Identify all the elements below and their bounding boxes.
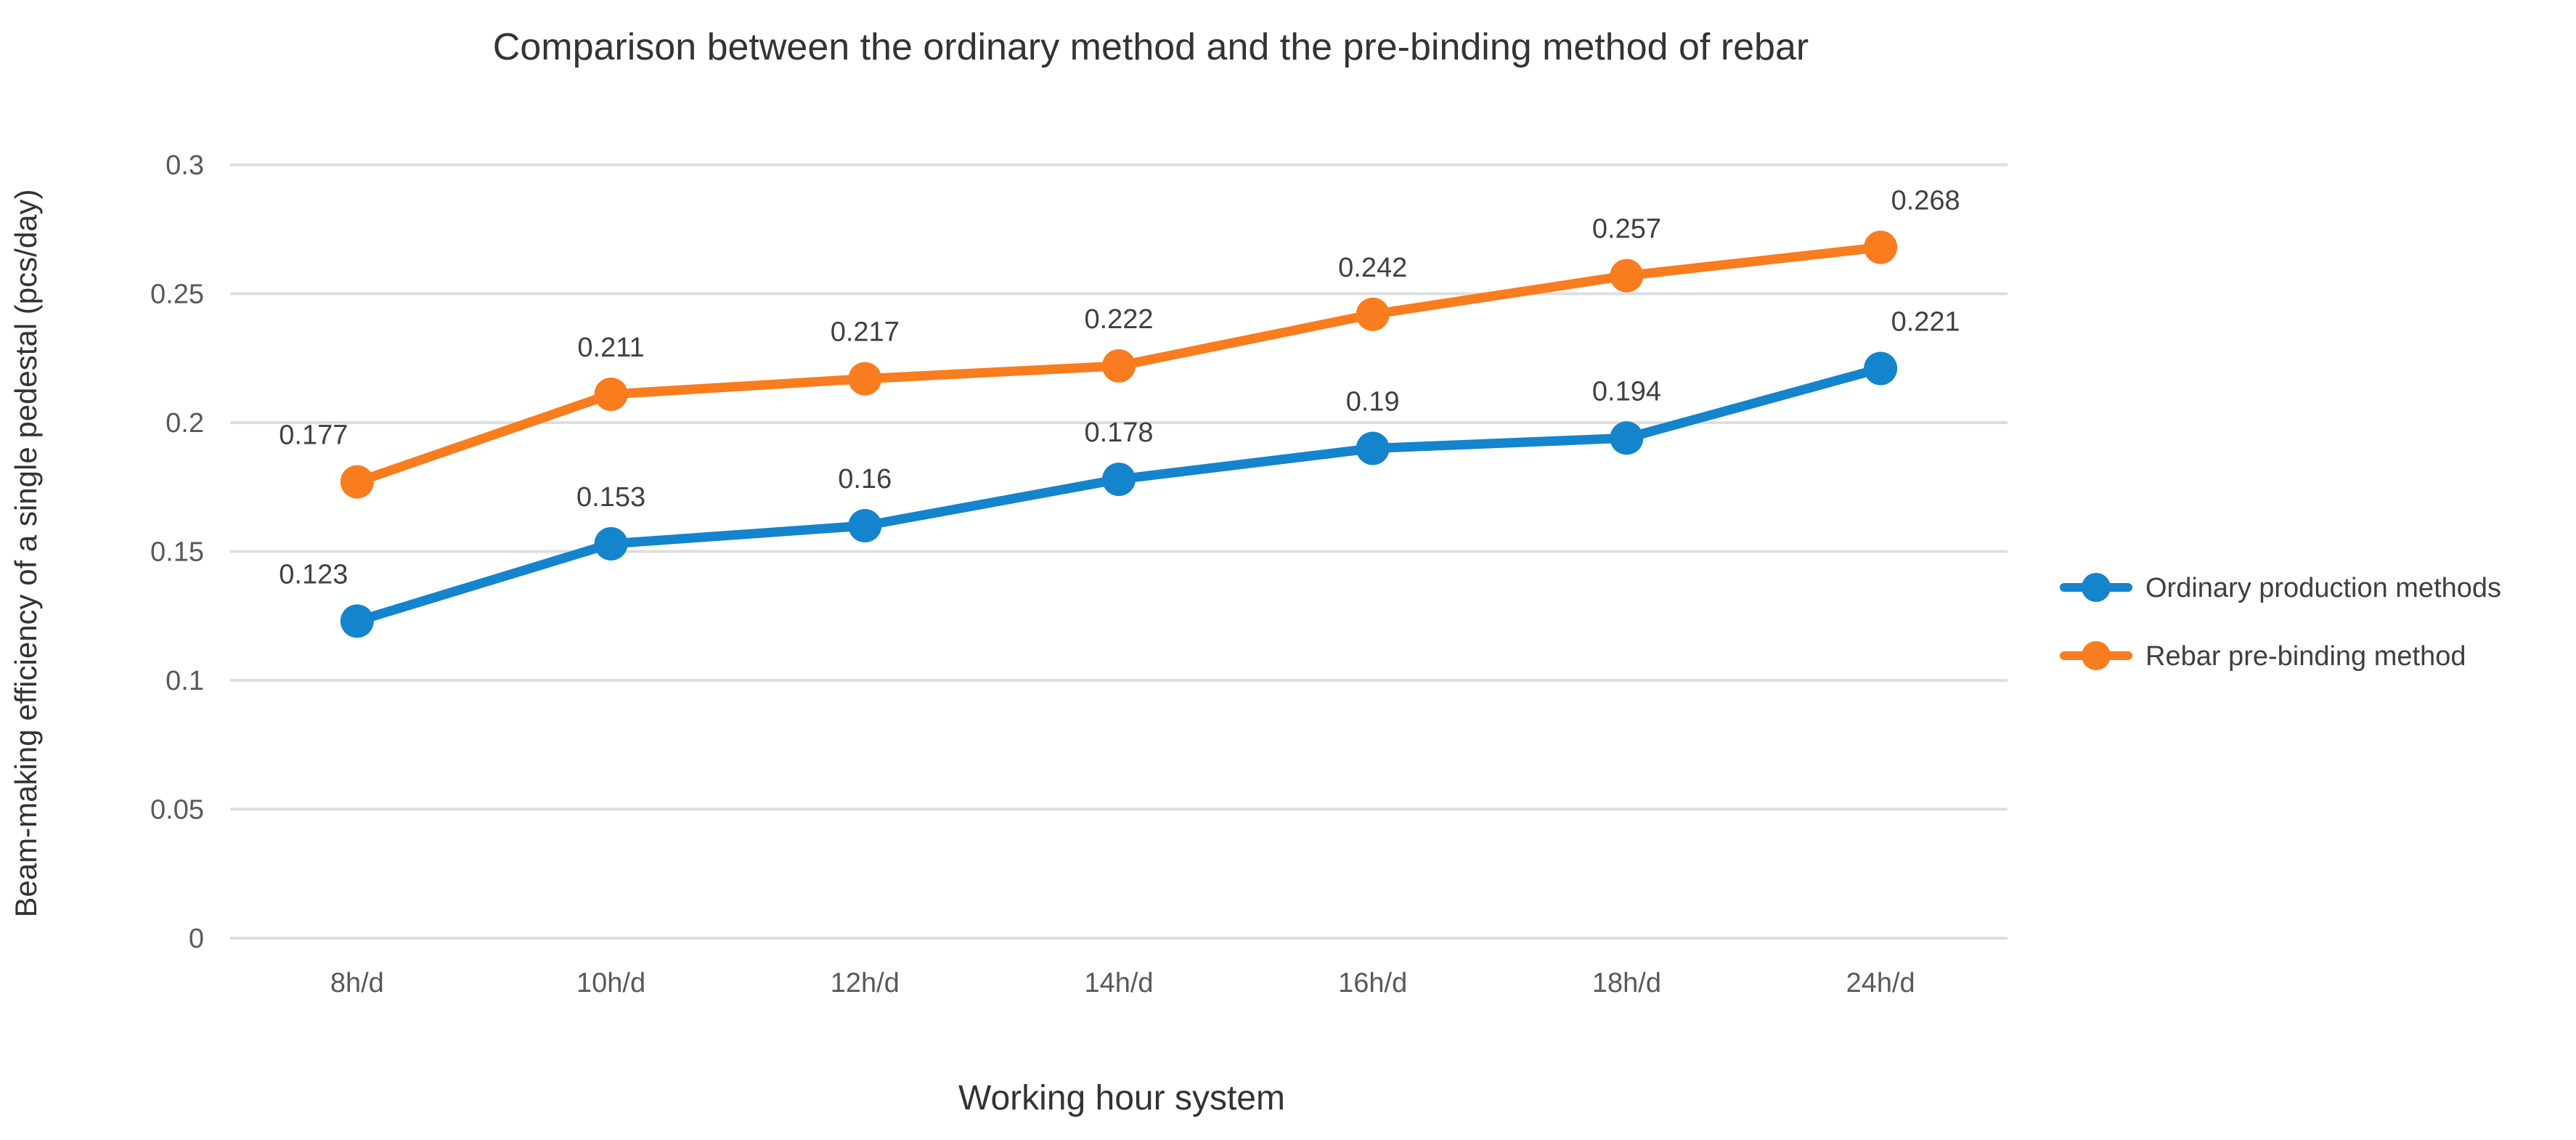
chart-title: Comparison between the ordinary method a… bbox=[493, 26, 1809, 68]
data-label: 0.217 bbox=[831, 317, 900, 348]
y-tick-label: 0.3 bbox=[166, 150, 204, 181]
y-tick-label: 0.25 bbox=[150, 280, 204, 310]
x-tick-label: 18h/d bbox=[1592, 968, 1661, 998]
x-tick-label: 10h/d bbox=[576, 968, 645, 998]
x-tick-label: 16h/d bbox=[1338, 968, 1407, 998]
legend-item: Ordinary production methods bbox=[2060, 573, 2501, 603]
data-label: 0.211 bbox=[577, 333, 644, 363]
data-label: 0.177 bbox=[279, 420, 348, 451]
series-point bbox=[1610, 421, 1644, 455]
series-point bbox=[1864, 351, 1898, 386]
y-tick-label: 0.1 bbox=[166, 666, 204, 696]
series-point bbox=[1102, 463, 1136, 497]
series-point bbox=[1610, 258, 1644, 293]
gridlines bbox=[230, 163, 2008, 940]
series-point bbox=[340, 604, 374, 638]
data-label: 0.268 bbox=[1891, 186, 1960, 216]
data-label: 0.16 bbox=[838, 464, 892, 494]
series-point bbox=[1102, 349, 1136, 383]
x-axis-title: Working hour system bbox=[958, 1079, 1285, 1117]
series-point bbox=[1356, 297, 1390, 331]
y-tick-label: 0.15 bbox=[150, 537, 204, 568]
legend: Ordinary production methods Rebar pre-bin… bbox=[2060, 573, 2501, 672]
series-point bbox=[848, 509, 882, 542]
series-point bbox=[1864, 230, 1898, 264]
y-tick-label: 0 bbox=[189, 924, 204, 954]
legend-item: Rebar pre-binding method bbox=[2060, 641, 2466, 672]
legend-marker-dot bbox=[2082, 573, 2111, 602]
data-labels: 0.123 0.153 0.16 0.178 0.19 0.194 0.221 0.177 0.… bbox=[279, 186, 1960, 590]
series-point bbox=[1356, 431, 1390, 465]
data-label: 0.221 bbox=[1891, 306, 1960, 337]
data-label: 0.123 bbox=[279, 559, 348, 590]
x-tick-label: 8h/d bbox=[330, 968, 384, 998]
x-tick-label: 14h/d bbox=[1084, 968, 1153, 998]
data-label: 0.178 bbox=[1084, 418, 1153, 448]
data-label: 0.222 bbox=[1084, 304, 1153, 335]
legend-label: Rebar pre-binding method bbox=[2145, 641, 2466, 672]
data-label: 0.19 bbox=[1346, 387, 1400, 418]
legend-label: Ordinary production methods bbox=[2145, 573, 2501, 603]
y-axis-tick-labels: 0 0.05 0.1 0.15 0.2 0.25 0.3 bbox=[150, 150, 204, 954]
series-point bbox=[340, 465, 374, 499]
data-label: 0.242 bbox=[1338, 253, 1407, 283]
legend-marker-dot bbox=[2082, 641, 2111, 670]
x-tick-label: 24h/d bbox=[1846, 968, 1915, 998]
data-label: 0.257 bbox=[1592, 214, 1661, 245]
x-tick-label: 12h/d bbox=[831, 968, 900, 998]
data-label: 0.153 bbox=[576, 482, 645, 513]
y-axis-title: Beam-making efficiency of a single pedes… bbox=[9, 189, 43, 917]
series-point bbox=[848, 362, 882, 396]
x-axis-tick-labels: 8h/d 10h/d 12h/d 14h/d 16h/d 18h/d 24h/d bbox=[330, 968, 1915, 998]
y-tick-label: 0.2 bbox=[166, 408, 204, 439]
series-point bbox=[594, 526, 628, 561]
series-lines bbox=[340, 230, 1898, 638]
y-tick-label: 0.05 bbox=[150, 795, 204, 826]
series-point bbox=[594, 377, 628, 411]
data-label: 0.194 bbox=[1592, 376, 1661, 407]
